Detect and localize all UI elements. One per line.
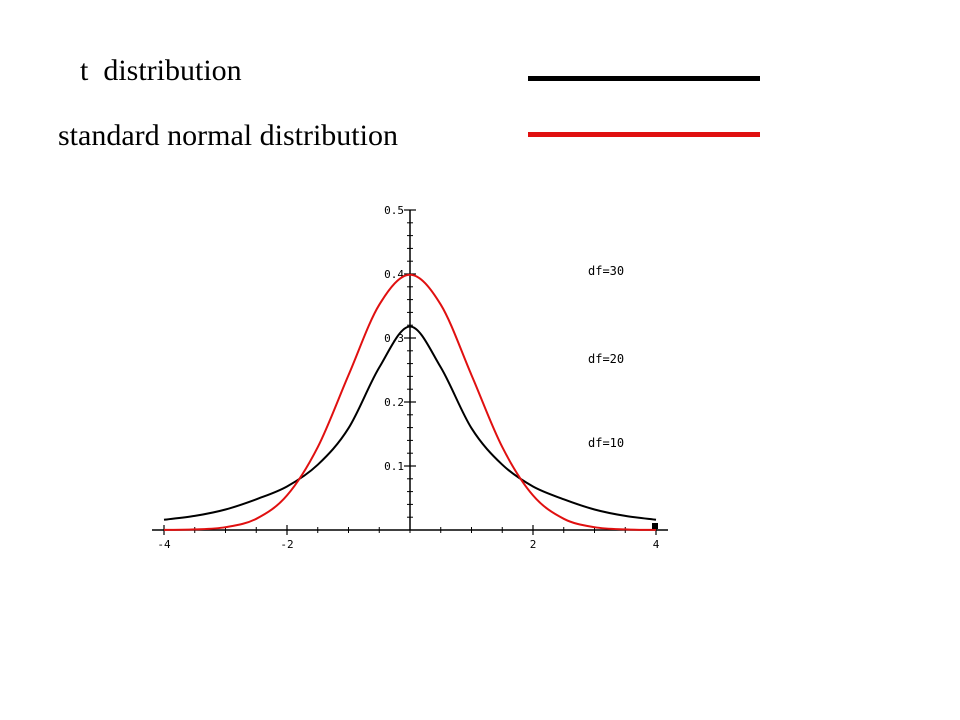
chart-axes [152, 210, 668, 531]
end-marker [652, 523, 658, 529]
y-tick-label: 0.4 [384, 268, 404, 281]
x-tick-label: -2 [280, 538, 293, 551]
y-tick-label: 0.2 [384, 396, 404, 409]
legend-label-standard-normal: standard normal distribution [58, 119, 398, 152]
x-tick-label: 4 [653, 538, 660, 551]
df-annotation: df=30 [588, 264, 624, 278]
x-tick-label: -4 [157, 538, 171, 551]
series-line-0 [163, 325, 657, 521]
df-annotation: df=20 [588, 352, 624, 366]
y-tick-label: 0.5 [384, 204, 404, 217]
y-tick-label: 0.1 [384, 460, 404, 473]
df-annotation: df=10 [588, 436, 624, 450]
legend-label-t-distribution: t distribution [80, 54, 242, 87]
chart-annotations: df=30 df=20 df=10 [588, 264, 658, 529]
chart-ticks: -4 -2 2 40.10.20.30.40.5 [157, 204, 659, 551]
chart-curves [163, 273, 657, 531]
legend-swatch-standard-normal [528, 132, 760, 137]
legend-swatch-t-distribution [528, 76, 760, 81]
x-tick-label: 2 [530, 538, 537, 551]
